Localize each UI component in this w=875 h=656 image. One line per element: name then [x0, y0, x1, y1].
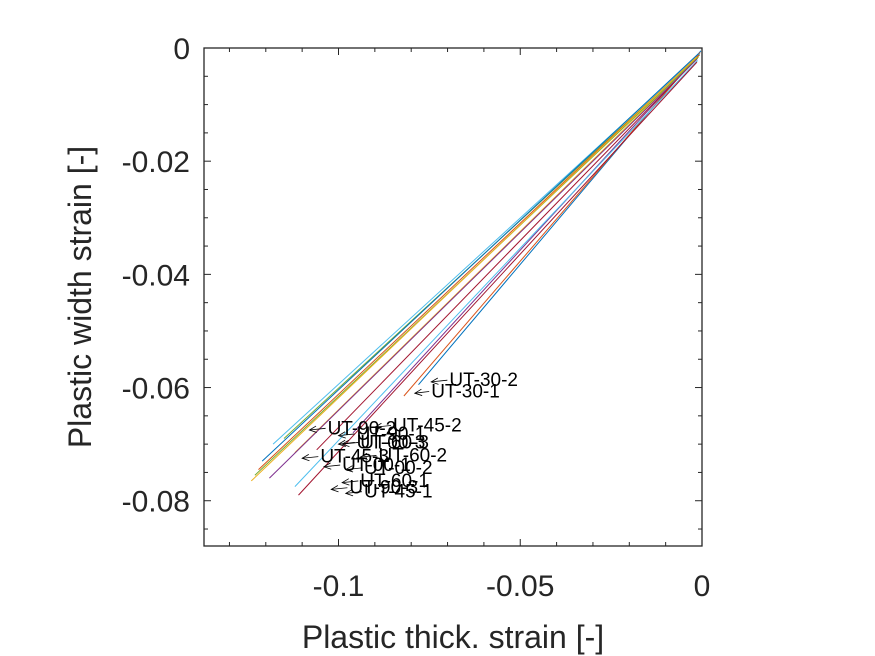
annotation-arrowhead-3 [373, 422, 383, 430]
y-tick-label: -0.02 [122, 146, 190, 179]
series-line-3 [352, 54, 700, 434]
x-tick-label: -0.1 [313, 570, 365, 603]
annotation-label-5: UT-00-3 [357, 432, 426, 453]
series-line-12 [298, 61, 698, 496]
series-line-7 [261, 53, 699, 462]
annotation-label-13: UT-90-3 [349, 478, 418, 499]
annotation-layer: UT-30-2UT-30-1UT-90-2UT-45-2UT-90-1UT-00… [301, 370, 518, 503]
annotation-arrow-13 [331, 487, 348, 490]
annotation-label-4: UT-90-1 [357, 424, 426, 445]
annotation-label-8: UT-45-3 [320, 447, 389, 468]
y-tick-label: 0 [173, 33, 190, 66]
series-layer [250, 50, 702, 496]
annotation-arrowhead-1 [413, 388, 423, 396]
annotation-arrow-12 [345, 491, 362, 494]
y-tick-label: -0.08 [122, 486, 190, 519]
annotation-arrow-1 [414, 391, 430, 394]
annotation-arrowhead-7 [359, 452, 368, 460]
annotation-arrowhead-11 [341, 478, 350, 486]
x-axis-title: Plastic thick. strain [-] [302, 619, 604, 655]
annotation-label-1: UT-30-1 [431, 382, 500, 403]
series-line-10 [269, 58, 698, 479]
annotation-arrowhead-2 [308, 425, 317, 433]
annotation-label-3: UT-45-2 [393, 415, 462, 436]
annotation-arrow-0 [431, 379, 448, 383]
series-line-13 [250, 56, 697, 482]
annotation-label-0: UT-30-2 [449, 370, 518, 391]
annotation-arrow-9 [323, 464, 341, 468]
y-axis-title: Plastic width strain [-] [62, 146, 98, 448]
series-line-11 [294, 60, 698, 487]
annotation-arrow-7 [360, 455, 377, 458]
x-tick-label: -0.05 [486, 570, 554, 603]
annotation-arrow-11 [342, 480, 359, 484]
annotation-label-2: UT-90-2 [328, 418, 397, 439]
annotation-arrowhead-9 [322, 462, 332, 470]
annotation-arrow-6 [342, 442, 359, 445]
annotation-arrowhead-4 [337, 431, 346, 439]
annotation-arrowhead-0 [430, 377, 439, 385]
annotation-arrowhead-13 [330, 485, 339, 493]
annotation-label-10: UT-00-2 [364, 458, 433, 479]
annotation-label-7: UT-60-2 [378, 445, 447, 466]
annotation-arrowhead-6 [341, 439, 350, 447]
annotation-arrow-8 [302, 456, 319, 459]
annotation-label-12: UT-45-1 [364, 482, 433, 503]
annotation-arrow-2 [309, 427, 326, 431]
tick-label-layer: -0.1 -0.05 0 0 -0.02 -0.04 -0.06 -0.08 [122, 33, 711, 603]
annotation-label-9: UT-00-1 [342, 455, 411, 476]
annotation-label-6: UT-60-3 [360, 432, 429, 453]
annotation-label-11: UT-60-1 [360, 471, 429, 492]
annotation-arrowhead-10 [344, 465, 354, 473]
annotation-arrow-10 [345, 467, 362, 471]
annotation-arrowhead-5 [337, 439, 346, 447]
annotation-arrowhead-12 [344, 489, 354, 497]
series-line-5 [316, 57, 698, 451]
plot-frame [203, 47, 703, 547]
y-tick-label: -0.04 [122, 259, 190, 292]
annotation-arrowhead-8 [301, 454, 310, 462]
annotation-arrow-4 [338, 433, 355, 437]
x-tick-label: 0 [694, 570, 711, 603]
annotation-arrow-3 [374, 425, 392, 428]
y-tick-label: -0.06 [122, 373, 190, 406]
